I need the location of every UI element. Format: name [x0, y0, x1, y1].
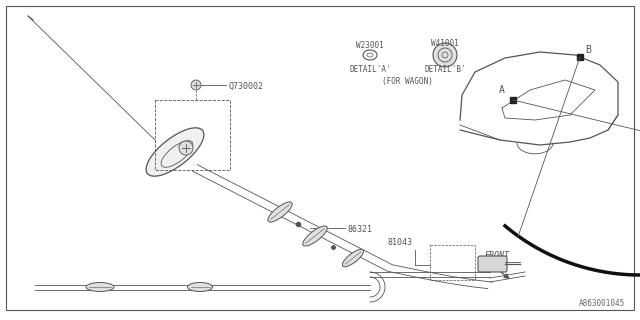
- Circle shape: [191, 80, 201, 90]
- Circle shape: [433, 43, 457, 67]
- Text: B: B: [585, 45, 591, 55]
- Ellipse shape: [86, 283, 114, 292]
- Text: DETAIL'B': DETAIL'B': [424, 65, 466, 74]
- FancyBboxPatch shape: [478, 256, 507, 272]
- Text: DETAIL'A': DETAIL'A': [349, 65, 391, 74]
- Text: A863001045: A863001045: [579, 299, 625, 308]
- Ellipse shape: [303, 226, 327, 246]
- Text: W41001: W41001: [431, 39, 459, 48]
- Text: Q730002: Q730002: [228, 82, 263, 91]
- Text: A: A: [499, 85, 505, 95]
- Circle shape: [179, 141, 193, 155]
- Text: FRONT: FRONT: [485, 251, 510, 260]
- Text: (FOR WAGON): (FOR WAGON): [382, 77, 433, 86]
- Bar: [155, 100, 230, 170]
- Ellipse shape: [342, 249, 364, 267]
- Ellipse shape: [188, 283, 212, 292]
- Ellipse shape: [268, 202, 292, 222]
- Ellipse shape: [146, 128, 204, 176]
- Text: W23001: W23001: [356, 41, 384, 50]
- Bar: [430, 245, 475, 280]
- Text: 81043: 81043: [387, 237, 412, 246]
- Text: 86321: 86321: [347, 225, 372, 234]
